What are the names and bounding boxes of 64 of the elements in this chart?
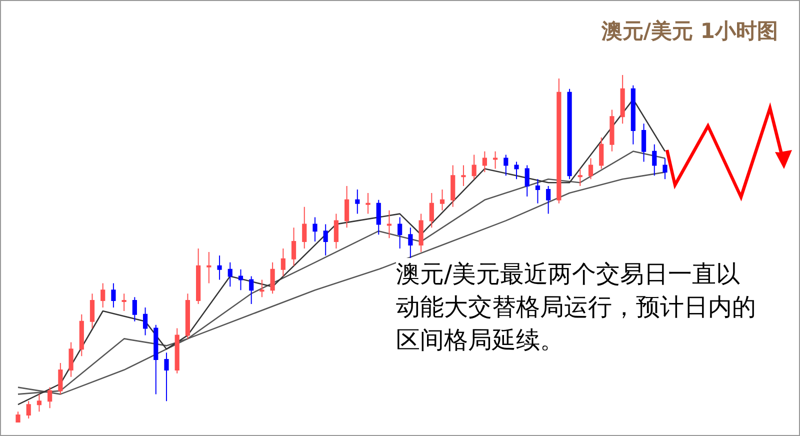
candlestick <box>142 306 148 336</box>
candlestick <box>546 186 551 214</box>
candlestick <box>122 293 126 312</box>
chart-title: 澳元/美元 1小时图 <box>600 19 778 43</box>
candlestick <box>68 342 74 378</box>
candlestick <box>620 74 625 124</box>
candlestick <box>100 282 106 308</box>
annotation: 澳元/美元最近两个交易日一直以动能大交替格局运行，预计日内的区间格局延续。 <box>396 258 758 357</box>
candlestick <box>323 224 328 256</box>
candlestick <box>461 164 466 187</box>
candlestick <box>524 164 530 197</box>
candlestick <box>164 352 169 402</box>
candlestick <box>588 158 594 180</box>
candlestick <box>504 154 508 176</box>
candlestick <box>366 192 370 214</box>
candlestick <box>111 282 116 308</box>
candlestick <box>291 227 296 266</box>
candlestick <box>429 192 434 228</box>
candlestick <box>610 109 614 152</box>
candlestick <box>652 144 657 176</box>
candlestick <box>556 78 562 204</box>
candlestick <box>196 248 201 305</box>
candlestick <box>662 158 668 180</box>
candlestick <box>36 394 42 412</box>
candlestick <box>376 199 381 236</box>
candlestick <box>270 262 275 294</box>
candlestick <box>344 186 350 228</box>
candlestick <box>79 314 84 357</box>
candlestick <box>450 164 456 208</box>
candlestick <box>408 227 413 260</box>
candlestick <box>482 150 487 173</box>
candlestick <box>599 136 604 170</box>
candlestick <box>630 84 636 145</box>
candlestick <box>567 88 572 180</box>
candlestick <box>440 189 445 211</box>
candlestick <box>334 213 338 249</box>
candlestick <box>535 178 540 204</box>
candlestick <box>249 276 254 305</box>
candlestick <box>398 216 402 249</box>
candlestick <box>238 268 244 291</box>
candlestick <box>48 386 52 409</box>
candlestick <box>154 324 158 395</box>
candlestick <box>217 254 222 280</box>
candlestick <box>312 216 318 242</box>
candlestick <box>386 210 392 239</box>
candlestick <box>514 161 519 180</box>
candlestick <box>260 279 264 298</box>
candlestick <box>418 213 424 252</box>
candlestick <box>641 123 646 162</box>
candlestick <box>16 411 20 422</box>
candlestick <box>578 168 582 187</box>
candlestick <box>492 150 498 170</box>
candlestick <box>26 400 31 420</box>
candlestick <box>355 189 360 214</box>
candlestick <box>472 154 476 180</box>
candlestick <box>185 293 190 340</box>
candlestick <box>58 362 63 395</box>
candlestick <box>302 206 307 249</box>
candlestick <box>174 328 180 374</box>
candlestick <box>206 251 212 284</box>
candlestick <box>228 262 232 288</box>
candlestick <box>90 293 95 329</box>
candlestick <box>132 296 137 322</box>
candlestick <box>280 248 286 277</box>
